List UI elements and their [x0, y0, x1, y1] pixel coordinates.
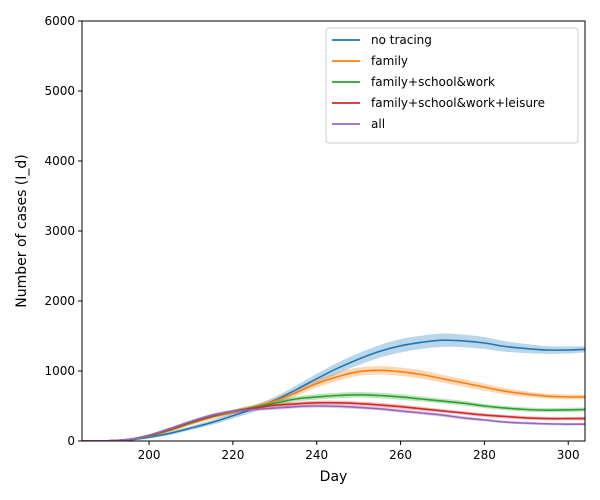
y-tick-label-3000: 3000 [44, 224, 75, 238]
band-family-school-work [82, 392, 585, 441]
y-tick-label-0: 0 [67, 434, 75, 448]
x-tick-label-220: 220 [221, 448, 244, 462]
legend-label-no-tracing: no tracing [371, 33, 432, 47]
line-all [82, 405, 585, 441]
y-tick-label-6000: 6000 [44, 14, 75, 28]
x-tick-label-300: 300 [557, 448, 580, 462]
y-tick-label-2000: 2000 [44, 294, 75, 308]
y-axis-label: Number of cases (I_d) [14, 154, 30, 308]
y-tick-label-1000: 1000 [44, 364, 75, 378]
x-tick-label-200: 200 [138, 448, 161, 462]
y-tick-label-5000: 5000 [44, 84, 75, 98]
y-tick-label-4000: 4000 [44, 154, 75, 168]
legend-label-family: family [371, 54, 408, 68]
legend-label-all: all [371, 117, 385, 131]
band-family [82, 366, 585, 441]
axes: 200 220 240 260 280 3000100020003000400050006… [44, 14, 586, 462]
legend-label-family-school-work: family+school&work [371, 75, 495, 89]
band-no-tracing [82, 333, 585, 441]
legend-box [325, 27, 579, 144]
legend-label-family-school-work-leisure: family+school&work+leisure [371, 96, 545, 110]
x-axis-label: Day [320, 469, 348, 485]
confidence-bands [82, 333, 585, 441]
x-tick-label-260: 260 [389, 448, 412, 462]
line-no-tracing [82, 339, 585, 441]
x-tick-label-240: 240 [305, 448, 328, 462]
x-tick-label-280: 280 [473, 448, 496, 462]
series-lines [82, 339, 585, 441]
legend: no tracing family family+school&work family… [325, 27, 579, 144]
